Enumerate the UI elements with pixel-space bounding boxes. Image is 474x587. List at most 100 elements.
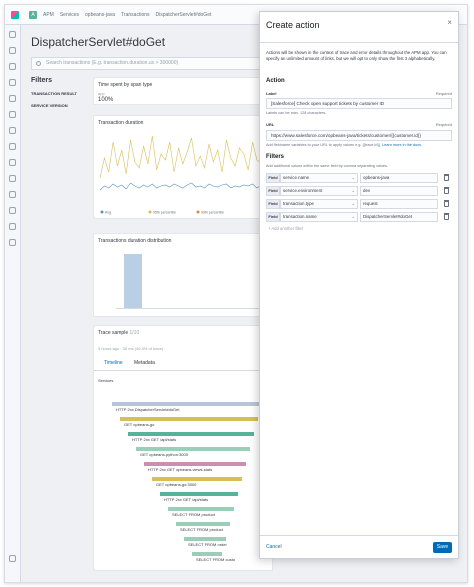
siem-icon[interactable]: [9, 207, 16, 214]
tab-timeline[interactable]: Timeline: [104, 360, 123, 366]
filter-field-select[interactable]: service.environment ⌄: [280, 186, 358, 196]
span-bar[interactable]: [144, 462, 246, 466]
span-bar[interactable]: [128, 432, 254, 436]
filter-prefix: Field: [266, 199, 280, 209]
cancel-button[interactable]: Cancel: [266, 544, 282, 550]
canvas-icon[interactable]: [9, 95, 16, 102]
discover-icon[interactable]: [9, 47, 16, 54]
filter-transaction-result[interactable]: TRANSACTION RESULT: [31, 91, 77, 96]
time-spent-app: app: [98, 91, 105, 96]
app-badge-icon[interactable]: A: [29, 10, 37, 19]
series-95th-line: [99, 135, 271, 179]
filter-row: Field transaction.name ⌄ DispatcherServle…: [266, 212, 454, 222]
kibana-logo-icon[interactable]: [11, 10, 19, 19]
recent-icon[interactable]: [9, 31, 16, 38]
filter-row: Field transaction.type ⌄ request: [266, 199, 454, 209]
flyout-title: Create action: [266, 20, 320, 30]
label-required: Required: [435, 91, 452, 96]
add-filter-button[interactable]: + Add another filter: [268, 226, 304, 231]
filter-field-select[interactable]: transaction.name ⌄: [280, 212, 358, 222]
filter-value-input[interactable]: DispatcherServlet#doGet: [360, 212, 438, 222]
span-bar[interactable]: [184, 537, 226, 541]
span-bar[interactable]: [120, 417, 258, 421]
time-spent-pct: 100%: [98, 97, 114, 103]
trash-icon[interactable]: [444, 213, 449, 220]
filter-value-input[interactable]: request: [360, 199, 438, 209]
span-label: SELECT FROM product: [180, 527, 223, 532]
apm-icon[interactable]: [9, 175, 16, 182]
trace-sample-title: Trace sample 1/10: [98, 330, 140, 336]
series-avg-line: [99, 182, 271, 191]
uptime-icon[interactable]: [9, 191, 16, 198]
services-label: Services: [98, 378, 114, 383]
legend-label[interactable]: Avg.: [105, 211, 112, 215]
dev-tools-icon[interactable]: [9, 223, 16, 230]
trace-sample-panel: Trace sample 1/10 3 hours ago · 35 ms (4…: [93, 325, 273, 571]
url-field-label: URL: [266, 122, 275, 127]
monitoring-icon[interactable]: [9, 239, 16, 246]
logs-icon[interactable]: [9, 159, 16, 166]
filter-field-select[interactable]: service.name ⌄: [280, 173, 358, 183]
filter-prefix: Field: [266, 212, 280, 222]
tab-metadata[interactable]: Metadata: [134, 360, 155, 366]
trace-meta: 3 hours ago · 35 ms (49.4% of trace): [98, 346, 164, 351]
span-bar[interactable]: [112, 402, 262, 406]
duration-title: Transaction duration: [98, 120, 144, 126]
url-help: Add fieldname variables to your URL to a…: [266, 143, 423, 147]
ml-icon[interactable]: [9, 127, 16, 134]
dashboard-icon[interactable]: [9, 79, 16, 86]
maps-icon[interactable]: [9, 111, 16, 118]
footer-divider: [260, 535, 458, 536]
span-label: GET opbeans-go: [124, 422, 155, 427]
chevron-down-icon: ⌄: [351, 214, 355, 219]
docs-link[interactable]: Learn more in the docs.: [382, 143, 423, 147]
save-button[interactable]: Save: [433, 542, 452, 553]
breadcrumb-services[interactable]: Services: [59, 11, 80, 18]
filter-value-input[interactable]: dev: [360, 186, 438, 196]
filter-field-select[interactable]: transaction.type ⌄: [280, 199, 358, 209]
flyout-description: Actions will be shown in the context of …: [266, 50, 447, 61]
filters-heading: Filters: [31, 77, 53, 84]
label-field-label: Label: [266, 91, 277, 96]
trash-icon[interactable]: [444, 174, 449, 181]
span-label: HTTP 2xx GET opbeans.views.stats: [148, 467, 213, 472]
url-input[interactable]: https://www.salesforce.com/opbeans-java/…: [266, 130, 452, 141]
duration-chart: Avg. 95th percentile 99th percentile: [99, 135, 271, 215]
span-bar[interactable]: [160, 492, 238, 496]
filter-service-version[interactable]: SERVICE VERSION: [31, 103, 68, 108]
span-bar[interactable]: [192, 552, 222, 556]
side-nav: [5, 25, 21, 582]
span-label: SELECT FROM custo: [196, 557, 236, 562]
breadcrumb-transactions[interactable]: Transactions: [121, 11, 150, 18]
infra-icon[interactable]: [9, 143, 16, 150]
span-label: GET opbeans-python:3000: [140, 452, 188, 457]
filter-prefix: Field: [266, 173, 280, 183]
legend-label[interactable]: 99th percentile: [201, 211, 224, 215]
tabs-divider: [94, 370, 272, 371]
filter-value-input[interactable]: opbeans-java: [360, 173, 438, 183]
chevron-down-icon: ⌄: [351, 188, 355, 193]
span-bar[interactable]: [168, 507, 234, 511]
span-bar[interactable]: [176, 522, 230, 526]
label-input[interactable]: [Salesforce] Check open support tickets …: [266, 98, 452, 109]
breadcrumb-app[interactable]: APM: [43, 11, 54, 18]
trash-icon[interactable]: [444, 200, 449, 207]
breadcrumb-service[interactable]: opbeans-java: [85, 11, 116, 18]
search-input[interactable]: Search transactions (E.g. transaction.du…: [31, 57, 261, 70]
visualize-icon[interactable]: [9, 63, 16, 70]
trash-icon[interactable]: [444, 187, 449, 194]
span-label: HTTP 2xx GET /api/stats: [132, 437, 177, 442]
action-heading: Action: [266, 78, 285, 84]
chevron-down-icon: ⌄: [351, 201, 355, 206]
span-bar[interactable]: [136, 447, 250, 451]
distribution-bar[interactable]: [124, 254, 142, 308]
distribution-title: Transactions duration distribution: [98, 238, 172, 244]
filters-description: Add additional values within the same fi…: [266, 164, 388, 168]
span-label: HTTP 2xx GET /api/stats: [164, 497, 209, 502]
duration-panel: Transaction duration Avg. 95th percentile…: [93, 115, 273, 219]
legend-marker: [148, 210, 152, 214]
collapse-icon[interactable]: [9, 555, 16, 562]
span-bar[interactable]: [152, 477, 242, 481]
legend-label[interactable]: 95th percentile: [153, 211, 176, 215]
close-icon[interactable]: ×: [447, 18, 452, 27]
